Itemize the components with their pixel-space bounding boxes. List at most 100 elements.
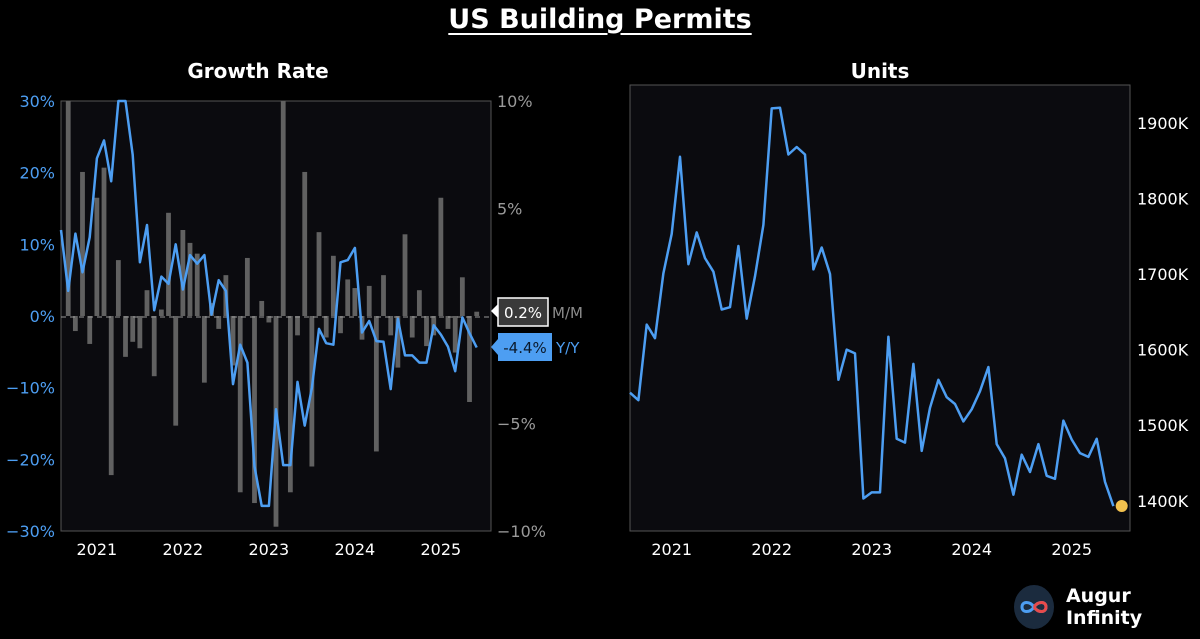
mm-bar	[144, 290, 150, 316]
mm-bar	[259, 300, 265, 316]
mm-label-pointer	[491, 304, 498, 318]
mm-bar	[201, 316, 207, 383]
right-tick-label: 10%	[497, 92, 533, 111]
mm-bar	[72, 316, 78, 332]
mm-bar	[438, 197, 444, 316]
mm-bar	[445, 316, 451, 329]
x-tick-label: 2024	[335, 540, 376, 559]
infinity-logo-icon	[1014, 585, 1054, 629]
mm-bar	[280, 101, 286, 316]
mm-bar	[101, 167, 107, 316]
left-tick-label: −30%	[6, 522, 55, 541]
left-tick-label: −20%	[6, 450, 55, 469]
mm-bar	[130, 316, 136, 342]
mm-bar	[252, 316, 257, 504]
right-tick-label: 5%	[497, 200, 522, 219]
right-tick-label: −10%	[497, 522, 546, 541]
x-tick-label: 2023	[249, 540, 290, 559]
mm-bar	[137, 316, 143, 349]
yy-label-name: Y/Y	[555, 339, 580, 357]
mm-bar	[366, 285, 372, 316]
mm-bar	[459, 277, 465, 316]
mm-bar	[173, 316, 179, 426]
x-tick-label: 2021	[77, 540, 118, 559]
mm-bar	[115, 260, 121, 316]
mm-bar	[381, 275, 386, 316]
left-tick-label: 20%	[19, 164, 55, 183]
left-tick-label: 10%	[19, 235, 55, 254]
units-panel	[629, 84, 1131, 532]
mm-bar	[388, 316, 394, 336]
mm-bar	[87, 316, 93, 344]
mm-bar	[123, 316, 128, 357]
units-tick-label: 1700K	[1137, 265, 1189, 284]
yy-label-value: -4.4%	[503, 339, 547, 357]
mm-bar	[151, 316, 157, 377]
right-tick-label: −5%	[497, 415, 536, 434]
mm-bar	[330, 255, 336, 316]
mm-bar	[323, 316, 329, 338]
growth-rate-title: Growth Rate	[187, 59, 328, 83]
units-tick-label: 1900K	[1137, 114, 1189, 133]
x-tick-label: 2024	[951, 540, 992, 559]
units-right-axis: 1900K 1800K 1700K 1600K 1500K 1400K	[1137, 114, 1189, 511]
mm-bar	[316, 232, 322, 316]
units-tick-label: 1800K	[1137, 189, 1189, 208]
units-last-marker	[1115, 500, 1128, 513]
mm-bar	[244, 257, 250, 316]
growth-left-axis: 30% 20% 10% 0% −10% −20% −30%	[6, 92, 55, 541]
mm-last-label: 0.2% M/M	[491, 297, 583, 327]
mm-label-value: 0.2%	[504, 304, 542, 322]
yy-label-pointer	[491, 339, 498, 355]
units-tick-label: 1500K	[1137, 416, 1189, 435]
x-tick-label: 2021	[651, 540, 692, 559]
mm-bar	[94, 197, 100, 316]
main-title-text: US Building Permits	[448, 4, 752, 35]
mm-bar	[467, 316, 472, 402]
mm-bar	[424, 316, 429, 347]
mm-bar	[158, 309, 164, 316]
main-title: US Building Permits	[0, 4, 1200, 35]
growth-right-axis: 10% 5% −5% −10%	[497, 92, 546, 541]
x-tick-label: 2022	[163, 540, 204, 559]
left-tick-label: 0%	[30, 307, 55, 326]
mm-bar	[237, 316, 243, 493]
mm-bar	[416, 290, 422, 316]
units-line	[629, 106, 1115, 507]
mm-bar	[180, 230, 186, 316]
mm-bar	[338, 316, 343, 334]
yy-last-label: -4.4% Y/Y	[491, 333, 580, 361]
mm-bar	[230, 316, 236, 366]
units-x-axis: 2021 2022 2023 2024 2025	[651, 540, 1092, 559]
mm-bar	[395, 316, 401, 368]
mm-bar	[108, 316, 114, 476]
mm-bar	[345, 279, 351, 316]
brand: Augur Infinity	[1014, 585, 1200, 629]
mm-bar	[166, 212, 171, 316]
mm-bar	[409, 316, 415, 338]
mm-bars	[65, 101, 480, 527]
mm-bar	[402, 234, 408, 316]
yy-label-box	[498, 333, 552, 361]
mm-bar	[65, 101, 71, 316]
mm-bar	[474, 311, 480, 316]
mm-bar	[302, 171, 308, 316]
mm-bar	[266, 316, 272, 323]
mm-bar	[80, 171, 85, 316]
mm-bar	[452, 316, 458, 353]
mm-bar	[295, 316, 300, 336]
x-tick-label: 2023	[851, 540, 892, 559]
mm-bar	[187, 242, 193, 316]
units-tick-label: 1600K	[1137, 341, 1189, 360]
mm-bar	[287, 316, 293, 493]
mm-bar	[352, 288, 358, 316]
units-title: Units	[851, 59, 910, 83]
x-tick-label: 2022	[751, 540, 792, 559]
left-tick-label: 30%	[19, 92, 55, 111]
growth-x-axis: 2021 2022 2023 2024 2025	[77, 540, 462, 559]
mm-bar	[373, 316, 379, 452]
mm-label-box	[497, 297, 549, 327]
left-tick-label: −10%	[6, 379, 55, 398]
mm-bar	[216, 316, 222, 329]
